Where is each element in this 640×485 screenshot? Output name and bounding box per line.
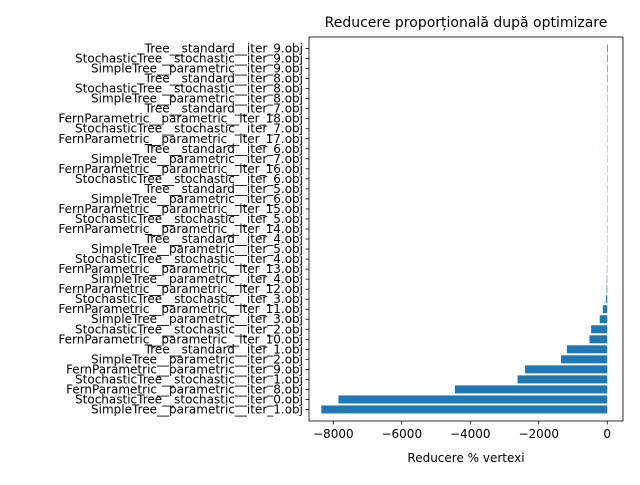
x-ticks-group: −8000 −6000 −4000 −2000 0 <box>313 421 611 441</box>
bar <box>518 375 608 383</box>
bar <box>589 335 607 343</box>
axes-spines <box>309 37 623 421</box>
bar <box>338 395 607 403</box>
y-ticks-group: SimpleTree__parametric__iter_1.objStocha… <box>58 42 309 417</box>
bar <box>603 305 607 313</box>
chart-title: Reducere proporțională după optimizare <box>325 15 608 31</box>
bar <box>591 325 607 333</box>
bar <box>455 385 607 393</box>
bar <box>607 45 608 53</box>
bar <box>607 65 608 73</box>
bar <box>606 295 607 303</box>
bar <box>607 275 608 283</box>
y-tick-label: Tree__standard__iter_9.obj <box>144 42 303 56</box>
bar <box>607 55 608 63</box>
x-tick-label: −6000 <box>381 427 422 441</box>
bar <box>567 345 607 353</box>
x-tick-label: −4000 <box>450 427 491 441</box>
x-tick-label: −2000 <box>518 427 559 441</box>
bar <box>525 365 607 373</box>
bar <box>607 285 608 293</box>
x-tick-label: 0 <box>603 427 611 441</box>
plot-frame <box>309 37 623 421</box>
bars-group <box>321 45 608 414</box>
x-tick-label: −8000 <box>313 427 354 441</box>
bar <box>600 315 608 323</box>
bar <box>561 355 607 363</box>
x-axis-label: Reducere % vertexi <box>407 451 524 465</box>
bar <box>321 405 607 413</box>
